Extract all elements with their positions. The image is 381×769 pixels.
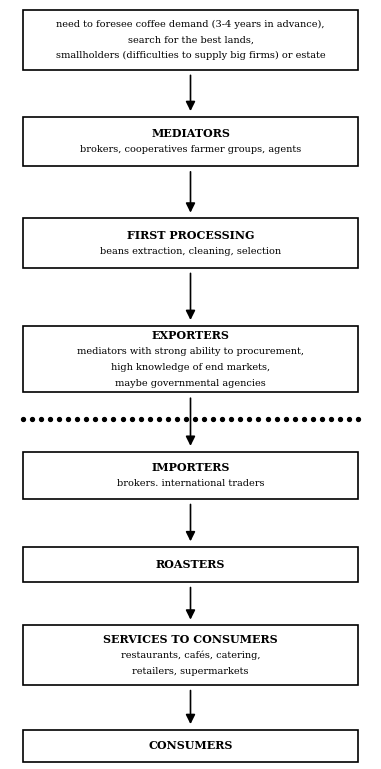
FancyBboxPatch shape	[23, 730, 358, 762]
Text: search for the best lands,: search for the best lands,	[128, 35, 253, 45]
FancyBboxPatch shape	[23, 10, 358, 70]
Text: FIRST PROCESSING: FIRST PROCESSING	[127, 230, 254, 241]
Text: IMPORTERS: IMPORTERS	[151, 461, 230, 473]
Text: ROASTERS: ROASTERS	[156, 559, 225, 570]
Text: brokers. international traders: brokers. international traders	[117, 478, 264, 488]
FancyBboxPatch shape	[23, 625, 358, 685]
FancyBboxPatch shape	[23, 326, 358, 392]
Text: maybe governmental agencies: maybe governmental agencies	[115, 378, 266, 388]
Text: CONSUMERS: CONSUMERS	[148, 741, 233, 751]
Text: SERVICES TO CONSUMERS: SERVICES TO CONSUMERS	[103, 634, 278, 644]
FancyBboxPatch shape	[23, 117, 358, 166]
FancyBboxPatch shape	[23, 451, 358, 499]
Text: smallholders (difficulties to supply big firms) or estate: smallholders (difficulties to supply big…	[56, 52, 325, 61]
Text: MEDIATORS: MEDIATORS	[151, 128, 230, 139]
Text: high knowledge of end markets,: high knowledge of end markets,	[111, 363, 270, 371]
Text: retailers, supermarkets: retailers, supermarkets	[132, 667, 249, 675]
Text: need to foresee coffee demand (3-4 years in advance),: need to foresee coffee demand (3-4 years…	[56, 19, 325, 28]
Text: EXPORTERS: EXPORTERS	[152, 330, 229, 341]
Text: mediators with strong ability to procurement,: mediators with strong ability to procure…	[77, 347, 304, 355]
FancyBboxPatch shape	[23, 218, 358, 268]
Text: brokers, cooperatives farmer groups, agents: brokers, cooperatives farmer groups, age…	[80, 145, 301, 154]
Text: beans extraction, cleaning, selection: beans extraction, cleaning, selection	[100, 247, 281, 255]
FancyBboxPatch shape	[23, 547, 358, 582]
Text: restaurants, cafés, catering,: restaurants, cafés, catering,	[121, 651, 260, 660]
